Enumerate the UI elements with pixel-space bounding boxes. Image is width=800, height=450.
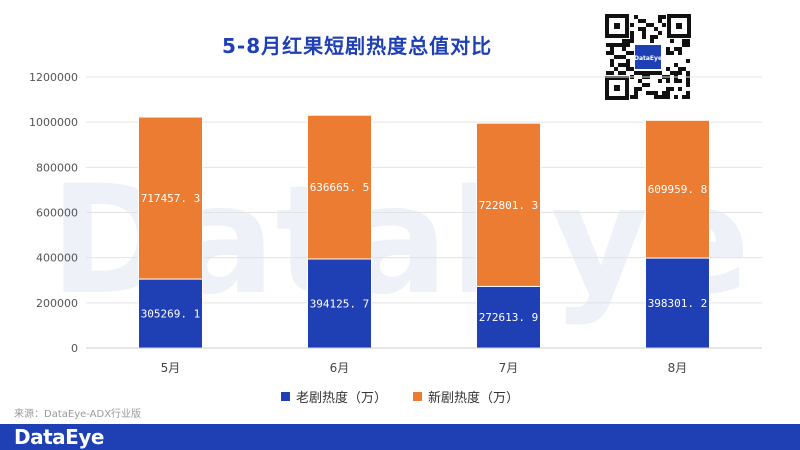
data-label-old: 272613. 9 bbox=[479, 311, 539, 324]
y-tick-label: 0 bbox=[71, 342, 78, 355]
y-tick-label: 600000 bbox=[36, 207, 78, 220]
footer-bar: DataEye bbox=[0, 424, 800, 450]
data-label-old: 398301. 2 bbox=[648, 297, 708, 310]
bar-segment-new bbox=[645, 119, 710, 259]
legend-swatch-new bbox=[413, 392, 422, 401]
bar-segment-new bbox=[138, 116, 203, 280]
data-label-new: 717457. 3 bbox=[141, 192, 201, 205]
x-tick-label: 6月 bbox=[330, 361, 350, 375]
data-label-new: 636665. 5 bbox=[310, 181, 370, 194]
data-label-new: 609959. 8 bbox=[648, 183, 708, 196]
chart-title: 5-8月红果短剧热度总值对比 bbox=[222, 34, 493, 58]
legend-label-old: 老剧热度（万） bbox=[295, 391, 387, 406]
x-tick-label: 8月 bbox=[668, 361, 688, 375]
legend-item-old: 老剧热度（万） bbox=[280, 387, 387, 406]
legend: 老剧热度（万） 新剧热度（万） bbox=[0, 387, 800, 406]
bar-segment-old bbox=[138, 278, 203, 349]
legend-swatch-old bbox=[280, 392, 290, 401]
data-label-old: 305269. 1 bbox=[141, 308, 201, 321]
qr-logo-text: DataEye bbox=[634, 55, 662, 62]
y-tick-label: 1200000 bbox=[29, 71, 78, 84]
legend-item-new: 新剧热度（万） bbox=[413, 387, 519, 406]
x-tick-label: 5月 bbox=[161, 361, 181, 375]
legend-label-new: 新剧热度（万） bbox=[428, 391, 520, 406]
y-tick-label: 800000 bbox=[36, 161, 78, 174]
qr-logo bbox=[635, 45, 661, 69]
source-note: 来源：DataEye-ADX行业版 bbox=[14, 409, 142, 420]
qr-code: DataEye bbox=[605, 14, 691, 100]
bar-segment-new bbox=[307, 114, 372, 260]
y-tick-label: 400000 bbox=[36, 252, 78, 265]
brand-logo: DataEye bbox=[14, 425, 104, 449]
x-tick-label: 7月 bbox=[499, 361, 519, 375]
y-tick-label: 200000 bbox=[36, 297, 78, 310]
bar-segment-new bbox=[476, 122, 541, 287]
data-label-old: 394125. 7 bbox=[310, 297, 370, 310]
data-label-new: 722801. 3 bbox=[479, 199, 539, 212]
y-tick-label: 1000000 bbox=[29, 116, 78, 129]
